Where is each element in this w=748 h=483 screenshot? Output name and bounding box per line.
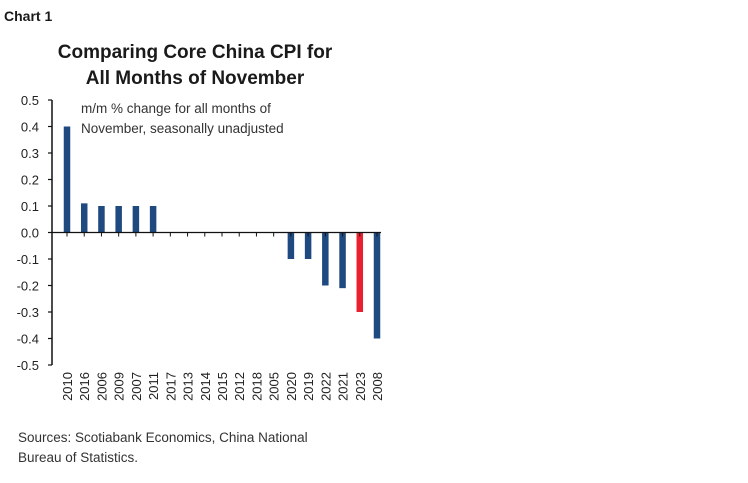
- x-tick-label: 2018: [249, 372, 264, 401]
- y-tick-label: -0.1: [17, 252, 39, 267]
- subtitle-line: m/m % change for all months of: [81, 101, 271, 116]
- bar-2011: [149, 206, 157, 233]
- y-tick-label: 0.1: [21, 199, 39, 214]
- y-tick-label: 0.0: [21, 226, 39, 241]
- bar-2008: [373, 232, 381, 339]
- bar-2022: [322, 232, 329, 286]
- bar-2009: [115, 206, 122, 233]
- x-tick-label: 2011: [146, 372, 161, 400]
- x-tick-label: 2008: [370, 372, 385, 401]
- y-tick-label: -0.5: [17, 358, 39, 373]
- x-tick-label: 2022: [318, 372, 333, 401]
- chart-title: Comparing Core China CPI for All Months …: [20, 40, 370, 92]
- chart-title-line: Comparing Core China CPI for: [57, 42, 333, 63]
- source-note: Sources: Scotiabank Economics, China Nat…: [18, 428, 308, 468]
- x-tick-label: 2007: [129, 372, 144, 401]
- chart-label: Chart 1: [4, 8, 53, 24]
- x-tick-label: 2010: [60, 372, 75, 401]
- x-tick-label: 2012: [232, 372, 247, 401]
- x-tick-label: 2013: [181, 372, 196, 401]
- x-tick-label: 2005: [267, 372, 282, 401]
- x-tick-label: 2019: [301, 372, 316, 401]
- source-line: Bureau of Statistics.: [18, 450, 139, 465]
- y-tick-label: -0.4: [17, 332, 39, 347]
- bar-2010: [63, 126, 71, 233]
- chart-title-line: All Months of November: [85, 68, 305, 89]
- y-tick-label: 0.4: [21, 120, 39, 135]
- x-tick-label: 2017: [163, 372, 178, 401]
- chart-subtitle: m/m % change for all months of November,…: [81, 99, 284, 139]
- bar-2006: [98, 206, 105, 233]
- y-tick-label: -0.2: [17, 279, 39, 294]
- x-tick-label: 2020: [284, 372, 299, 401]
- subtitle-line: November, seasonally unadjusted: [81, 121, 284, 136]
- bar-2020: [287, 232, 295, 259]
- x-tick-label: 2021: [336, 372, 351, 401]
- x-tick-label: 2006: [94, 372, 109, 401]
- bar-2021: [339, 232, 346, 289]
- y-tick-label: -0.3: [17, 305, 39, 320]
- bar-2023: [356, 232, 364, 312]
- y-tick-label: 0.5: [21, 93, 39, 108]
- x-tick-label: 2009: [112, 372, 127, 401]
- x-tick-label: 2016: [77, 372, 92, 401]
- bar-2019: [304, 232, 312, 259]
- bar-2016: [80, 203, 88, 233]
- x-tick-label: 2014: [198, 372, 213, 401]
- y-tick-label: 0.2: [21, 173, 39, 188]
- y-tick-label: 0.3: [21, 146, 39, 161]
- source-line: Sources: Scotiabank Economics, China Nat…: [18, 430, 308, 445]
- x-tick-label: 2023: [353, 372, 368, 401]
- bar-2007: [132, 206, 140, 233]
- x-tick-label: 2015: [215, 372, 230, 401]
